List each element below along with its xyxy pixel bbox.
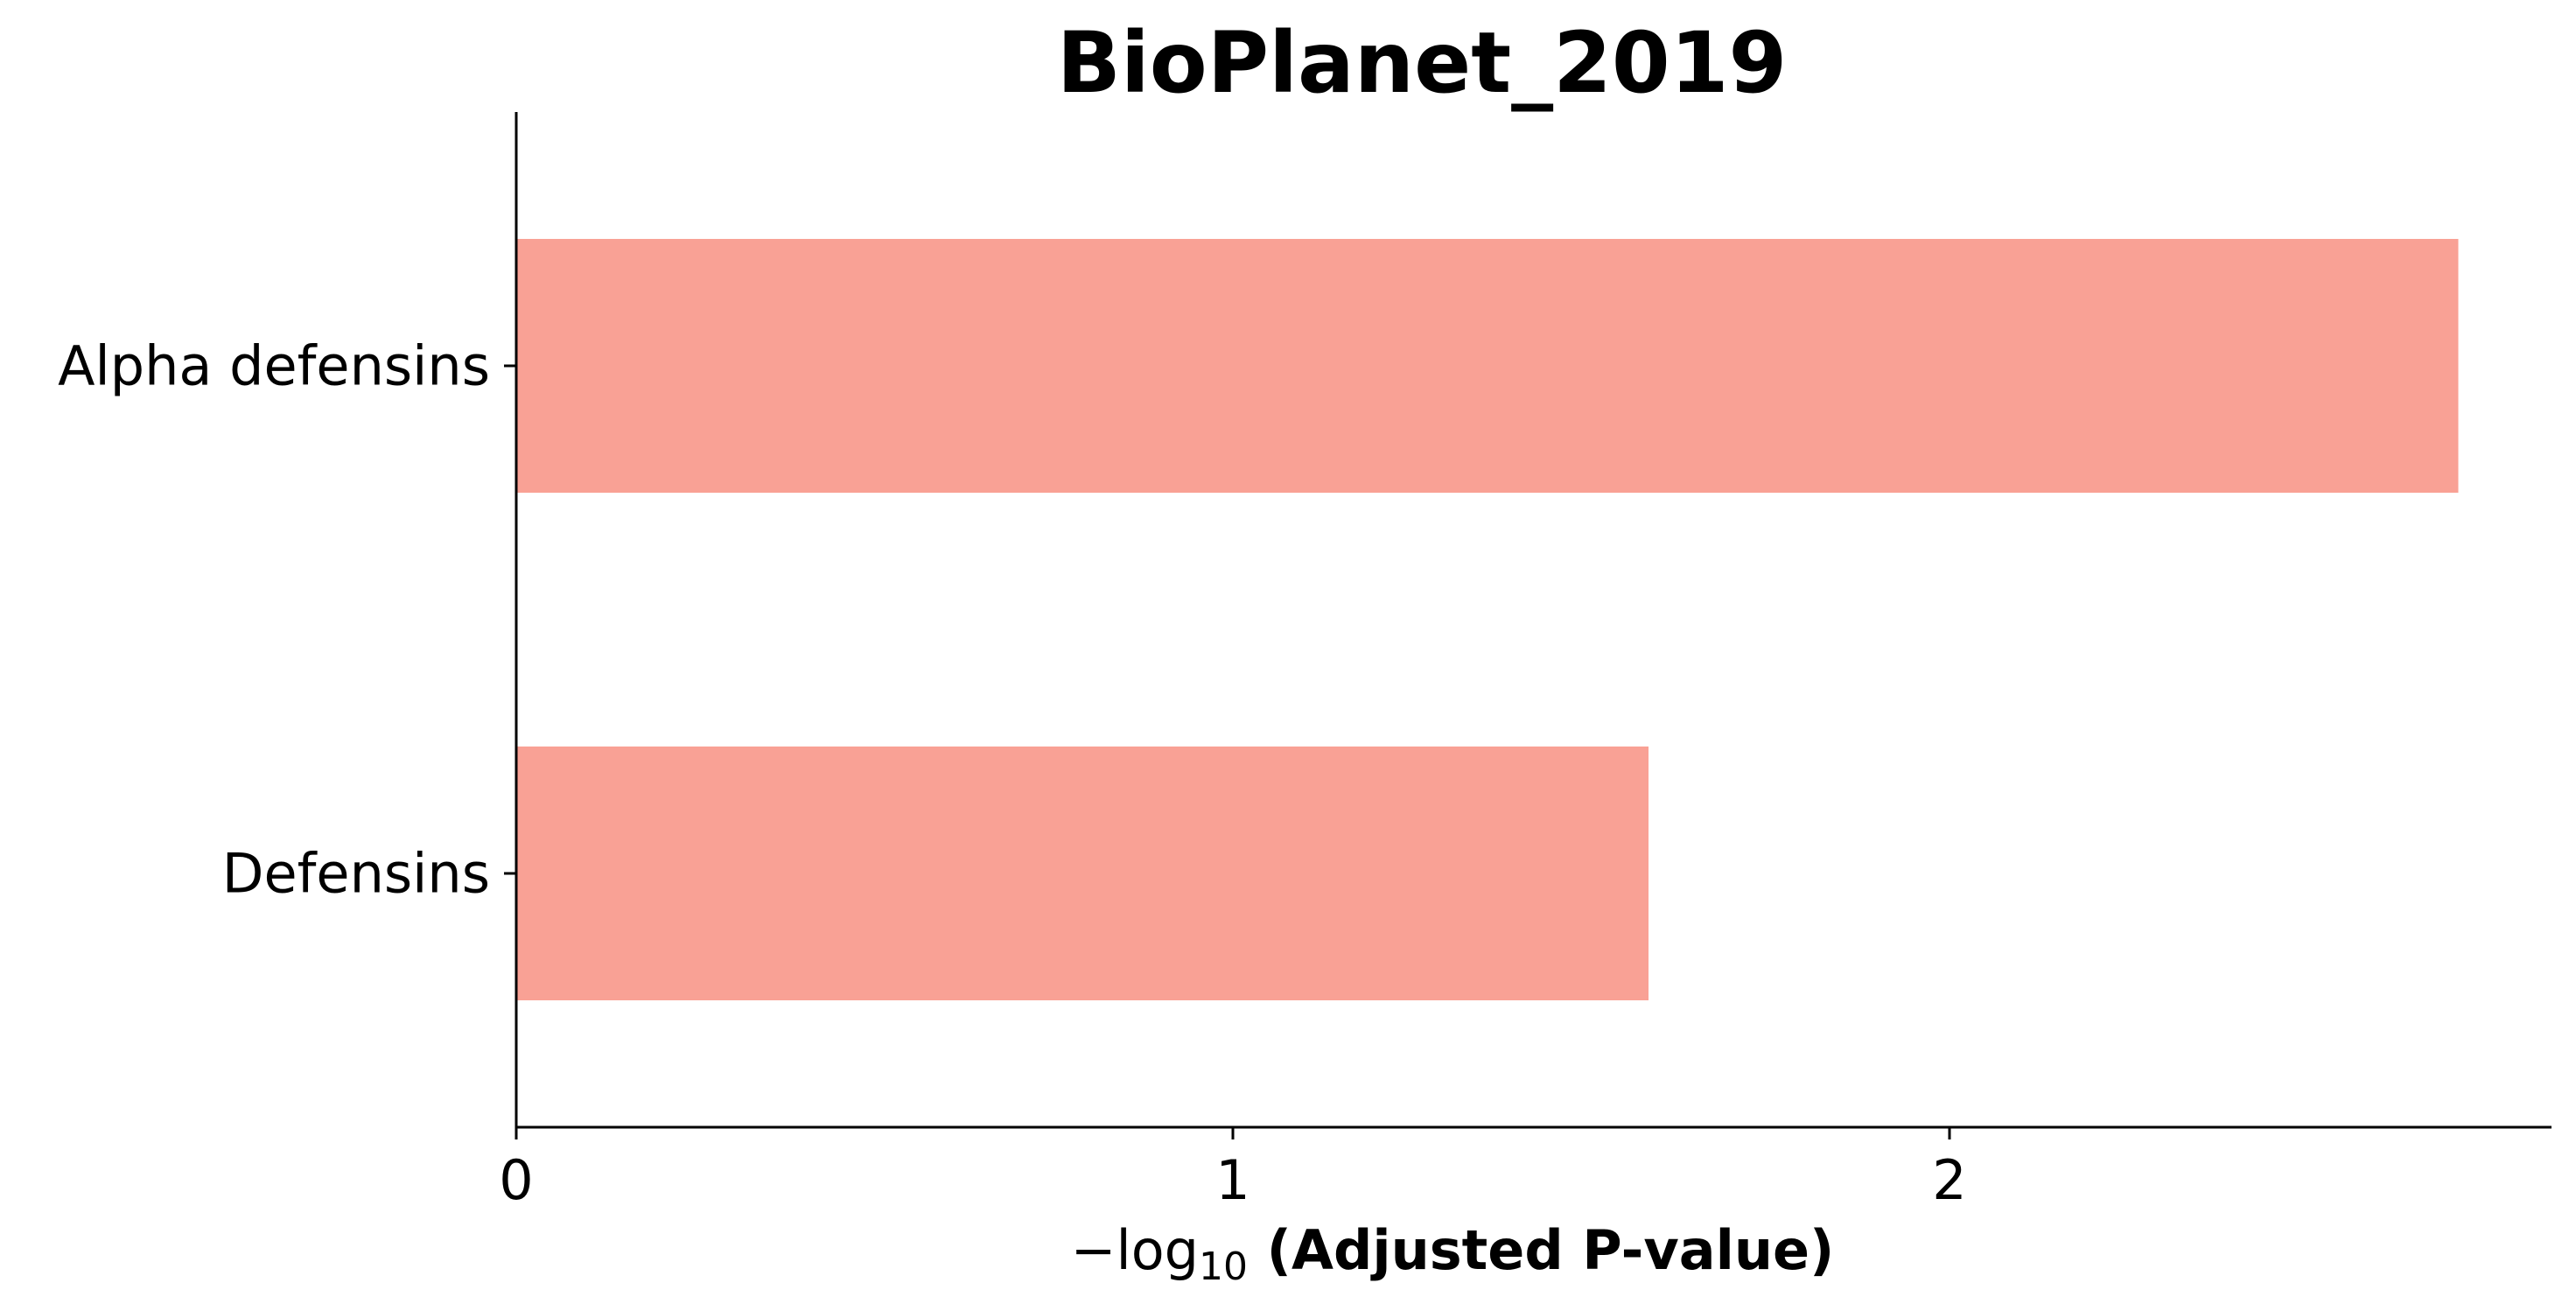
x-tick-label: 0: [499, 1148, 533, 1212]
bars-group: [516, 239, 2459, 1000]
x-tick-label: 1: [1215, 1148, 1250, 1212]
x-axis-label-prefix: −log: [1071, 1218, 1199, 1282]
x-axis-label-main: (Adjusted P-value): [1248, 1218, 1834, 1282]
bar-alpha-defensins: [516, 239, 2459, 493]
chart-title: BioPlanet_2019: [1057, 14, 1788, 112]
y-tick-label: Alpha defensins: [58, 334, 490, 398]
x-axis-label-subscript: 10: [1199, 1244, 1248, 1289]
x-axis-ticks: 0 1 2: [499, 1127, 1967, 1212]
y-tick-label: Defensins: [222, 842, 490, 906]
x-tick-label: 2: [1932, 1148, 1966, 1212]
y-axis-ticks: Alpha defensins Defensins: [58, 334, 516, 906]
bar-defensins: [516, 747, 1649, 1000]
x-axis-label: −log10 (Adjusted P-value): [1071, 1218, 1835, 1289]
